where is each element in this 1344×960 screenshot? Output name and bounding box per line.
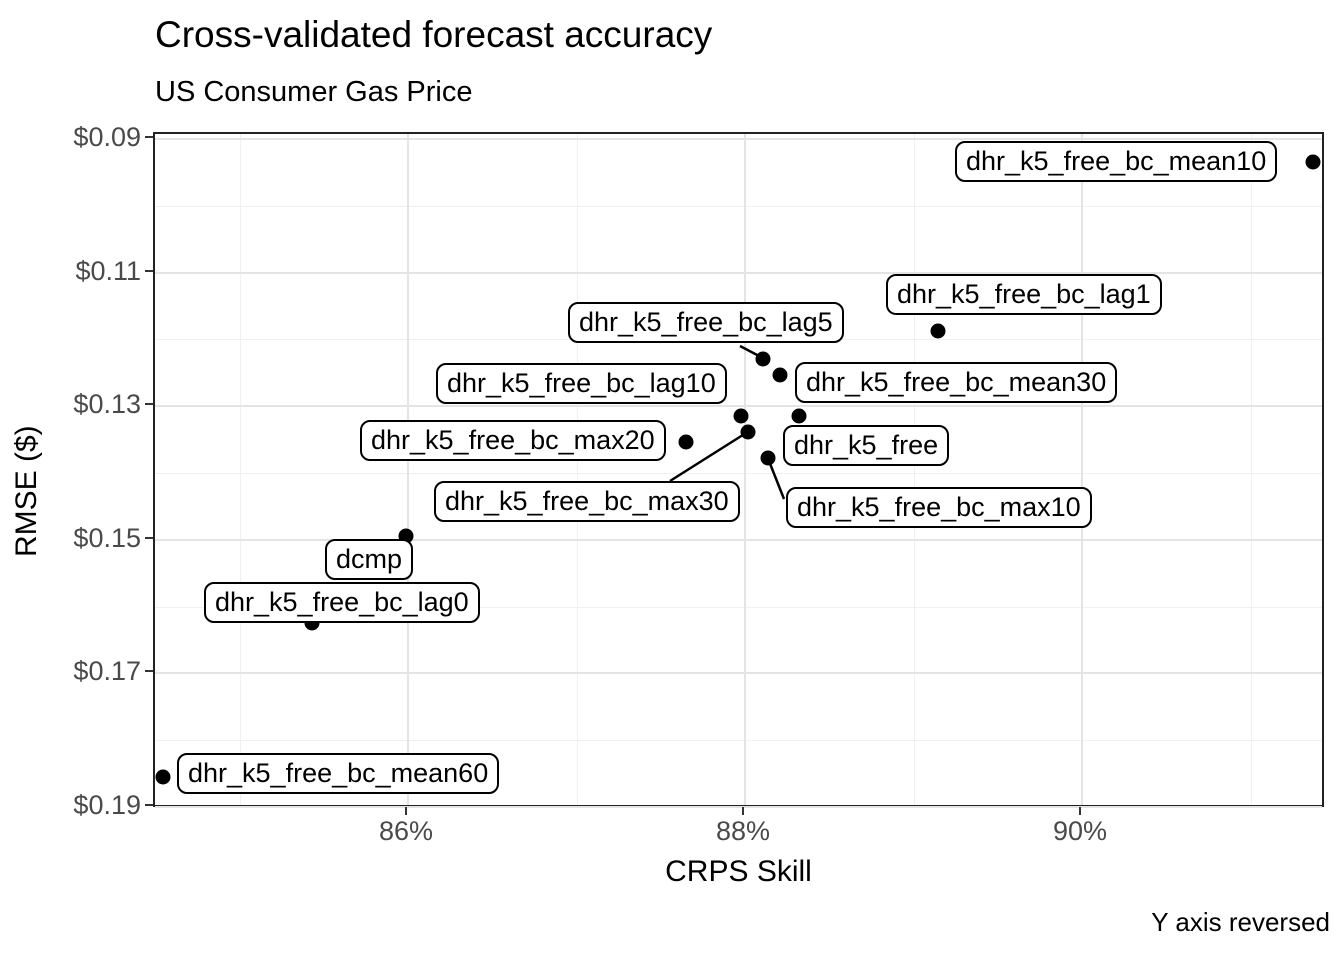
gridline-major-y	[155, 138, 1322, 140]
y-tick-mark	[145, 670, 153, 673]
gridline-minor-x	[576, 134, 578, 805]
point-label: dhr_k5_free_bc_lag10	[436, 363, 727, 404]
x-tick-mark	[1079, 807, 1081, 815]
gridline-minor-x	[913, 134, 915, 805]
y-tick-mark	[145, 136, 153, 138]
point-label: dhr_k5_free_bc_mean30	[795, 362, 1118, 403]
chart-caption: Y axis reversed	[1151, 907, 1330, 937]
point-label: dhr_k5_free_bc_lag5	[568, 302, 844, 343]
y-tick-mark	[145, 403, 153, 406]
chart-title: Cross-validated forecast accuracy	[155, 14, 713, 55]
x-tick-label: 90%	[1052, 816, 1108, 846]
point-label: dhr_k5_free_bc_mean60	[177, 753, 500, 794]
gridline-major-x	[407, 134, 409, 805]
x-tick-label: 88%	[715, 816, 771, 846]
point-label: dhr_k5_free_bc_lag0	[204, 582, 480, 623]
data-point	[791, 408, 807, 424]
y-tick-label: $0.15	[73, 522, 141, 553]
data-point	[1305, 154, 1321, 170]
gridline-major-y	[155, 538, 1322, 541]
x-axis-title: CRPS Skill	[665, 855, 812, 888]
gridline-minor-y	[155, 473, 1322, 474]
point-label: dhr_k5_free_bc_max30	[434, 481, 740, 522]
gridline-minor-y	[155, 606, 1322, 608]
y-tick-label: $0.13	[73, 389, 141, 420]
data-point	[155, 769, 171, 785]
data-point	[733, 408, 749, 424]
point-label: dhr_k5_free_bc_lag1	[886, 274, 1162, 315]
gridline-major-y	[155, 405, 1322, 408]
gridline-major-x	[1081, 134, 1083, 805]
x-tick-label: 86%	[378, 816, 434, 846]
point-label: dhr_k5_free_bc_mean10	[955, 141, 1278, 182]
y-tick-label: $0.11	[75, 255, 141, 286]
data-point	[740, 424, 756, 440]
y-tick-label: $0.17	[73, 656, 141, 687]
y-tick-label: $0.09	[73, 122, 141, 152]
data-point	[930, 323, 946, 339]
data-point	[755, 351, 771, 367]
y-axis-title: RMSE ($)	[10, 425, 43, 557]
gridline-minor-y	[155, 740, 1322, 742]
point-label: dcmp	[325, 539, 414, 580]
gridline-major-x	[744, 134, 746, 805]
point-label: dhr_k5_free_bc_max10	[786, 487, 1092, 528]
x-tick-mark	[405, 807, 407, 815]
x-tick-mark	[742, 807, 744, 815]
gridline-major-y	[155, 271, 1322, 274]
gridline-minor-y	[155, 205, 1322, 207]
gridline-major-y	[155, 672, 1322, 675]
point-label: dhr_k5_free	[783, 425, 950, 466]
chart-subtitle: US Consumer Gas Price	[155, 76, 473, 108]
point-label: dhr_k5_free_bc_max20	[360, 420, 666, 461]
data-point	[772, 367, 788, 383]
gridline-minor-x	[1250, 134, 1252, 805]
y-tick-label: $0.19	[73, 790, 141, 820]
y-tick-mark	[145, 804, 153, 806]
gridline-minor-x	[239, 134, 241, 805]
data-point	[760, 450, 776, 466]
y-tick-mark	[145, 269, 153, 272]
y-tick-mark	[145, 536, 153, 539]
plot-panel	[153, 132, 1324, 808]
data-point	[678, 434, 694, 450]
gridline-major-y	[155, 806, 1322, 808]
